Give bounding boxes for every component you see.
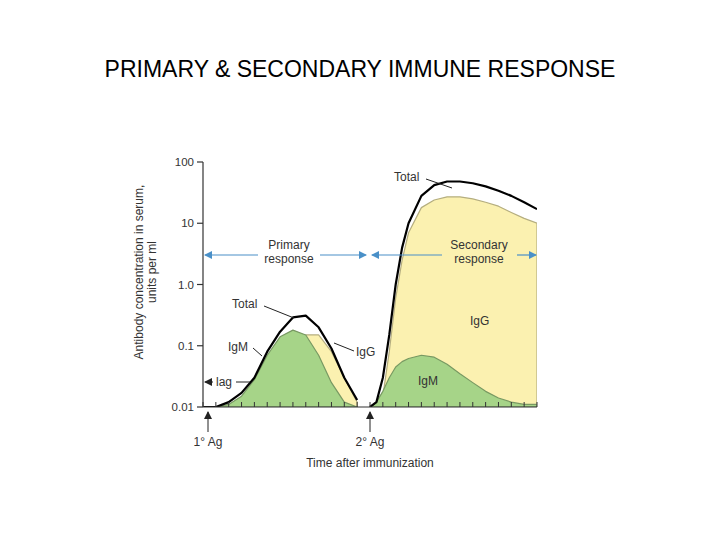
pointer-line bbox=[253, 348, 262, 356]
y-tick-label: 10 bbox=[181, 217, 194, 229]
x-axis-label: Time after immunization bbox=[306, 456, 434, 470]
x-tick bbox=[331, 402, 332, 407]
annotation: Secondary bbox=[450, 238, 507, 252]
range-arrow bbox=[517, 254, 536, 255]
x-tick bbox=[280, 402, 281, 407]
series-label: IgG bbox=[470, 314, 489, 328]
y-tick bbox=[197, 406, 203, 407]
title: PRIMARY & SECONDARY IMMUNE RESPONSE bbox=[105, 56, 616, 82]
x-tick bbox=[395, 402, 396, 407]
x-tick bbox=[447, 402, 448, 407]
annotation: Primary bbox=[268, 238, 309, 252]
y-tick-label: 0.01 bbox=[172, 401, 194, 413]
range-arrow bbox=[372, 254, 442, 255]
x-tick bbox=[292, 402, 293, 407]
annotation: response bbox=[264, 252, 314, 266]
pointer-line bbox=[264, 306, 294, 318]
x-tick bbox=[408, 402, 409, 407]
x-tick bbox=[215, 402, 216, 407]
plot-area bbox=[203, 182, 537, 407]
x-tick bbox=[434, 402, 435, 407]
annotation: 1° Ag bbox=[194, 435, 223, 449]
x-tick bbox=[498, 402, 499, 407]
x-tick bbox=[511, 402, 512, 407]
x-tick bbox=[267, 402, 268, 407]
line bbox=[203, 316, 357, 407]
lag-line bbox=[236, 382, 250, 383]
x-tick bbox=[472, 402, 473, 407]
area bbox=[370, 197, 537, 407]
x-tick bbox=[421, 402, 422, 407]
area bbox=[203, 330, 357, 407]
annotation: 2° Ag bbox=[356, 435, 385, 449]
x-tick bbox=[228, 402, 229, 407]
y-tick bbox=[197, 161, 203, 162]
line bbox=[370, 182, 537, 407]
y-tick bbox=[197, 223, 203, 224]
x-tick bbox=[382, 402, 383, 407]
lag-arrow bbox=[205, 382, 213, 383]
range-arrow bbox=[205, 254, 258, 255]
y-tick bbox=[197, 345, 203, 346]
series-label: IgM bbox=[228, 340, 248, 354]
y-tick-label: 1.0 bbox=[178, 279, 194, 291]
y-tick bbox=[197, 284, 203, 285]
annotation: lag bbox=[216, 375, 232, 389]
x-tick bbox=[524, 402, 525, 407]
x-tick bbox=[537, 402, 538, 407]
pointer-line bbox=[334, 343, 354, 351]
antigen-arrow bbox=[208, 412, 209, 432]
x-tick bbox=[203, 402, 204, 407]
x-tick bbox=[459, 402, 460, 407]
y-tick-label: 100 bbox=[175, 156, 194, 168]
x-tick bbox=[357, 402, 358, 407]
series-label: Total bbox=[394, 170, 419, 184]
x-tick bbox=[254, 402, 255, 407]
x-tick bbox=[370, 402, 371, 407]
x-tick bbox=[305, 402, 306, 407]
x-tick bbox=[318, 402, 319, 407]
pointer-line bbox=[426, 179, 452, 188]
x-tick bbox=[241, 402, 242, 407]
x-tick bbox=[344, 402, 345, 407]
x-tick bbox=[485, 402, 486, 407]
range-arrow bbox=[320, 254, 366, 255]
series-label: IgG bbox=[356, 345, 375, 359]
y-axis-label: units per ml bbox=[145, 241, 159, 303]
y-tick-label: 0.1 bbox=[178, 340, 194, 352]
series-label: Total bbox=[232, 297, 257, 311]
area bbox=[370, 355, 537, 407]
chart: PRIMARY & SECONDARY IMMUNE RESPONSE 0.01 0… bbox=[0, 0, 720, 540]
series-label: IgM bbox=[418, 374, 438, 388]
antigen-arrow bbox=[370, 412, 371, 432]
annotation: response bbox=[454, 252, 504, 266]
y-axis-label: Antibody concentration in serum, bbox=[132, 185, 146, 360]
